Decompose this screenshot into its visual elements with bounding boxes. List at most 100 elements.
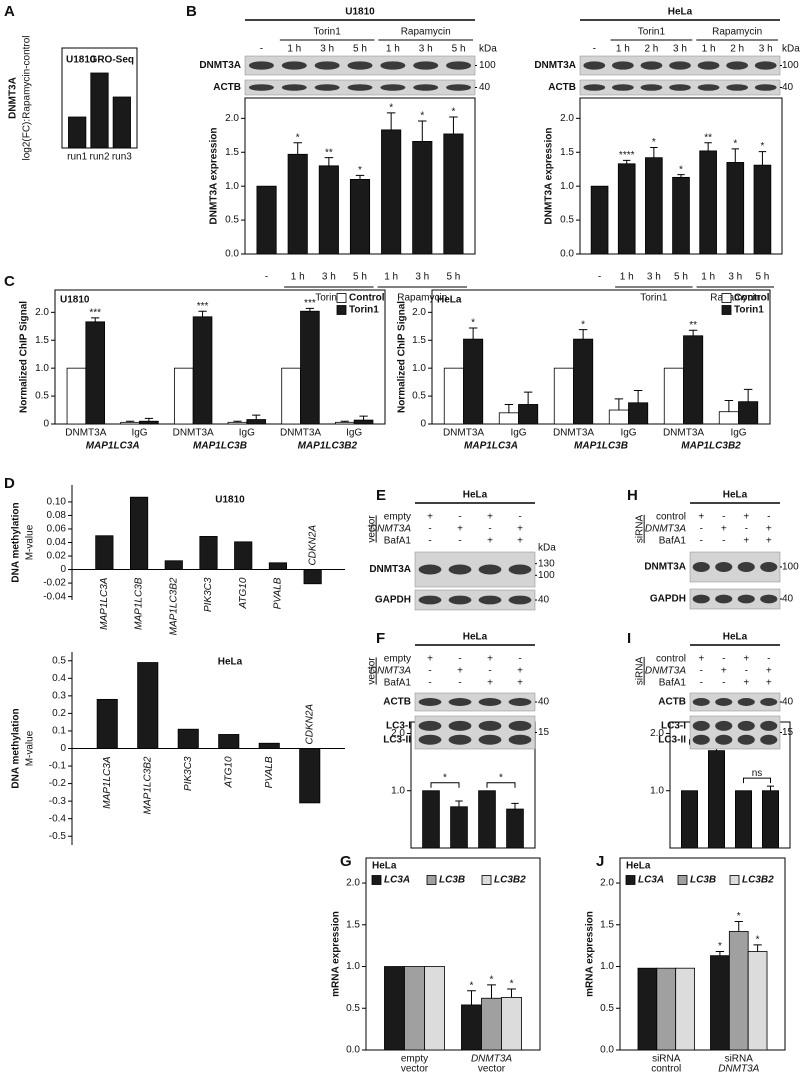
y-axis-label: DNMT3A [8,77,19,119]
size-marker: 40 [479,82,491,93]
size-marker: 100 [782,60,799,71]
bar [617,163,636,255]
y-tick-label: 0.04 [47,537,67,548]
x-tick-label: 5 h [353,272,367,283]
size-marker: 40 [538,697,550,708]
panel-label: B [186,3,197,20]
bar [683,335,704,425]
bar [710,955,730,1051]
x-tick-label: DNMT3A [65,428,106,439]
x-tick-label: siRNA [725,1054,754,1065]
blot-band [669,61,691,70]
condition-value: - [458,512,461,523]
condition-value: - [722,536,725,547]
condition-label: BafA1 [659,678,687,689]
error-bar [125,420,135,423]
condition-value: + [517,666,523,677]
x-tick-label: 1 h [620,272,634,283]
y-tick-label: 1.0 [650,785,664,796]
bar [173,367,194,425]
comparison-label: * [499,772,503,783]
bar [139,420,159,425]
group-label: Rapamycin [401,27,451,38]
error-bar [487,984,496,999]
size-marker: 100 [782,562,799,573]
blot-row-label: DNMT3A [644,562,686,573]
blot-band [737,594,755,604]
error-bar [731,148,739,163]
error-bar [578,329,588,340]
bar [672,176,690,255]
x-tick-label: PVALB [264,756,275,788]
group-label: Torin1 [640,293,668,304]
blot-band [508,595,532,605]
error-bar [753,944,762,952]
lane-label: 1 h [386,44,400,55]
condition-value: + [743,654,749,665]
condition-label: BafA1 [384,678,412,689]
bar [199,536,218,570]
blot-band [508,720,532,731]
plot-frame [431,289,771,425]
blot-band [737,562,755,572]
error-bar [766,785,775,791]
blot-band [413,84,439,91]
y-tick-label: 0.5 [560,215,574,226]
condition-value: + [743,512,749,523]
blot-band [760,594,778,604]
error-bar [743,388,753,402]
comparison-label: ns [752,768,763,779]
lane-label: 3 h [419,44,433,55]
bar [450,806,468,849]
blot-band [692,698,710,706]
blot-band [715,594,733,604]
y-tick-label: 2.0 [391,728,405,739]
panel-label: G [340,853,352,870]
comparison-bracket [430,782,460,788]
blot-band [248,61,274,70]
blot-band [715,698,733,706]
y-tick-label: 0.06 [47,524,67,535]
blot-band [448,720,472,731]
lane-label: 5 h [452,44,466,55]
bar [384,966,405,1051]
y-tick-label: 2.0 [225,113,239,124]
plot-frame [365,857,541,1051]
condition-value: + [517,524,523,535]
group-label: Rapamycin [397,293,447,304]
condition-value: + [766,536,772,547]
significance-label: * [718,941,722,952]
x-tick-label: 3 h [728,272,742,283]
y-tick-label: 2.0 [346,878,360,889]
significance-label: * [296,132,300,143]
bar [443,133,464,255]
bar [164,560,183,570]
group-label: MAP1LC3B2 [681,441,741,452]
bar [90,72,109,149]
condition-label: DNMT3A [370,524,411,535]
x-tick-label: DNMT3A [173,428,214,439]
significance-label: * [679,164,683,175]
plot-frame [619,857,786,1051]
x-tick-label: 3 h [647,272,661,283]
condition-value: + [721,666,727,677]
error-bar [198,310,207,317]
condition-value: - [518,512,521,523]
bar [762,790,780,849]
blot-band [760,720,778,731]
y-tick-label: 2.0 [412,307,426,318]
error-bar [704,142,712,151]
side-label: siRNA [635,657,646,686]
panel-label: H [627,487,638,504]
bar [422,790,440,849]
x-tick-label: IgG [730,428,746,439]
error-bar [252,414,261,420]
y-tick-label: 0.5 [346,1003,360,1014]
blot-band [726,61,749,70]
x-tick-label: 3 h [322,272,336,283]
legend-swatch [729,875,740,885]
chart-title: HeLa [437,295,462,306]
error-bar [455,800,463,807]
blot-band [737,734,755,745]
side-label: siRNA [635,515,646,544]
